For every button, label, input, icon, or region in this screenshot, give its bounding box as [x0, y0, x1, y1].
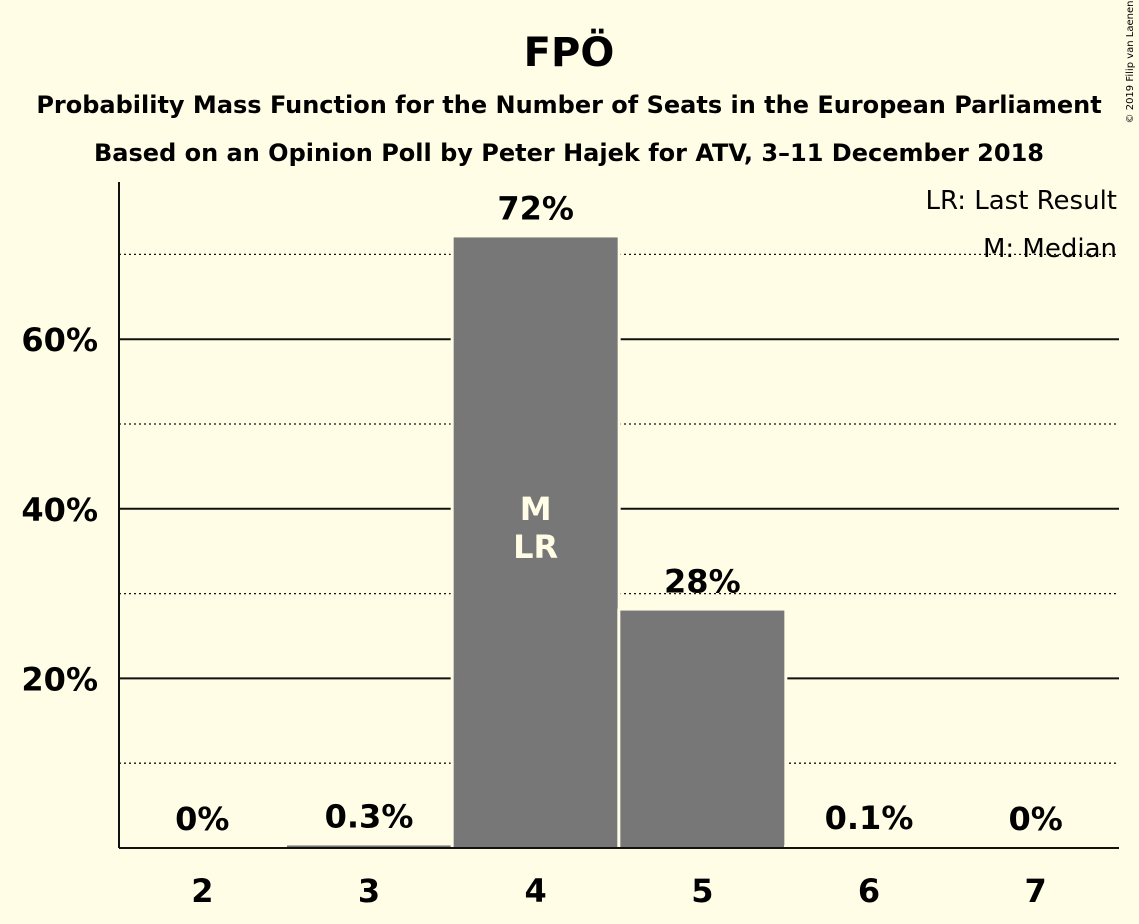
y-tick-label: 20%: [21, 660, 98, 698]
x-tick-label-6: 6: [858, 872, 880, 910]
value-label-2: 0%: [175, 800, 229, 838]
x-tick-label-3: 3: [358, 872, 380, 910]
chart-subtitle-line-1: Probability Mass Function for the Number…: [36, 91, 1101, 119]
value-label-6: 0.1%: [825, 799, 914, 837]
value-label-4: 72%: [497, 189, 574, 227]
bar-4: [453, 237, 618, 848]
x-tick-label-7: 7: [1025, 872, 1047, 910]
bars: [284, 235, 954, 848]
x-tick-label-5: 5: [691, 872, 713, 910]
x-tick-label-4: 4: [525, 872, 547, 910]
copyright-note: © 2019 Filip van Laenen: [1125, 1, 1136, 124]
bar-5: [620, 610, 785, 848]
value-label-5: 28%: [664, 563, 741, 601]
bar-marker-lr: LR: [513, 528, 558, 566]
bar-marker-m: M: [520, 490, 552, 528]
axes: [118, 182, 1119, 849]
x-tick-label-2: 2: [191, 872, 213, 910]
bar-3: [287, 845, 451, 848]
y-tick-label: 60%: [21, 321, 98, 359]
value-label-7: 0%: [1009, 800, 1063, 838]
legend-last-result: LR: Last Result: [925, 186, 1117, 216]
value-label-3: 0.3%: [325, 797, 414, 835]
chart-title: FPÖ: [524, 28, 615, 76]
y-tick-label: 40%: [21, 491, 98, 529]
bar-gap: [784, 845, 954, 848]
chart-subtitle-line-2: Based on an Opinion Poll by Peter Hajek …: [94, 139, 1044, 167]
legend-median: M: Median: [983, 234, 1117, 264]
